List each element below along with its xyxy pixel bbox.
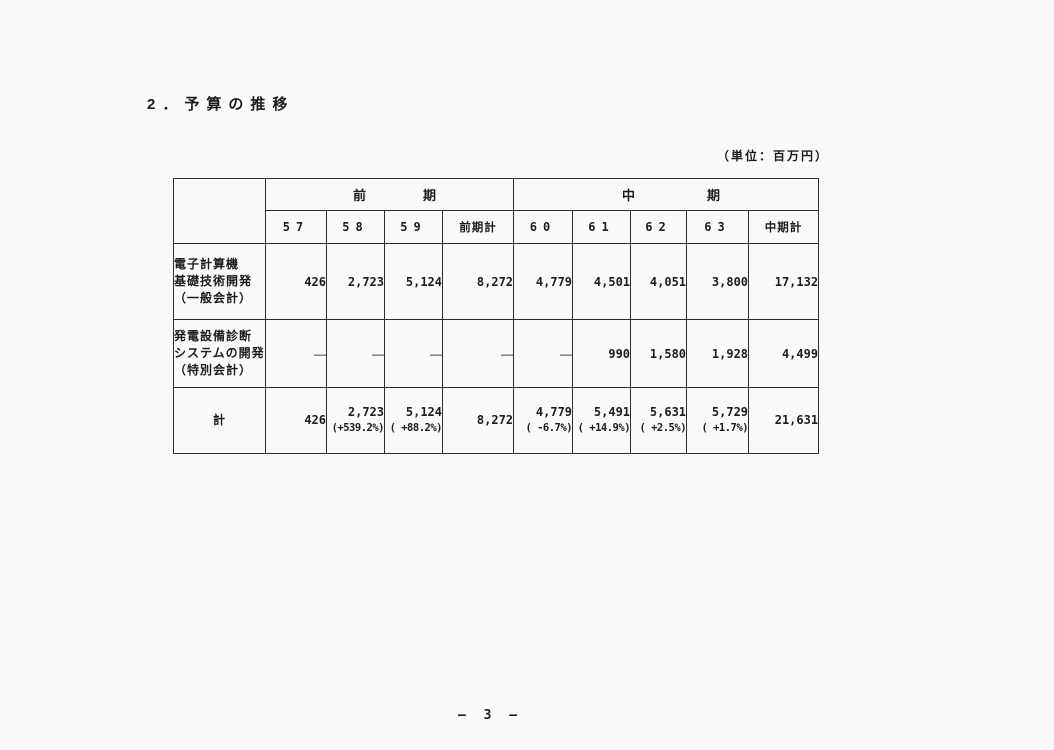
header-year-58: 58 (326, 210, 385, 244)
cell-r3-62: 5,631 ( +2.5%) (630, 387, 688, 454)
header-sub-row: 57 58 59 前期計 60 61 62 63 中期計 (174, 210, 820, 244)
corner-cell (173, 178, 266, 244)
cell-r1-59: 5,124 (384, 243, 443, 320)
row-label-line: システムの開発 (174, 346, 265, 360)
unit-note: （単位：百万円） (717, 149, 830, 163)
total-value: 4,779 (535, 405, 573, 419)
total-percent-change: (+539.2%) (331, 422, 385, 434)
header-year-62: 62 (630, 210, 688, 244)
cell-r1-57: 426 (265, 243, 327, 320)
total-value: 2,723 (347, 405, 384, 419)
budget-table: 前 期 中 期 57 58 59 前期計 60 61 62 63 中期計 (173, 178, 820, 454)
header-year-63: 63 (686, 210, 750, 244)
col-group-middle-period: 中 期 (513, 178, 820, 211)
cell-r2-63: 1,928 (686, 319, 750, 388)
header-group-row: 前 期 中 期 (173, 178, 820, 244)
header-year-61: 61 (572, 210, 632, 244)
row-label-power-diagnosis: 発電設備診断 システムの開発 （特別会計） (173, 319, 266, 388)
col-group-first-period: 前 期 (264, 178, 515, 211)
cell-r3-59: 5,124 ( +88.2%) (384, 387, 443, 454)
cell-r3-58: 2,723 (+539.2%) (326, 387, 385, 454)
total-value: 21,631 (774, 413, 819, 427)
cell-r2-62: 1,580 (630, 319, 688, 388)
cell-r1-61: 4,501 (572, 243, 632, 320)
page-number: — 3 — (458, 708, 523, 723)
cell-r3-first-period-total: 8,272 (441, 387, 515, 454)
group-label-char: 中 (622, 188, 636, 203)
total-percent-change: ( +88.2%) (389, 422, 443, 434)
cell-r2-57: — (265, 319, 327, 388)
cell-r1-middle-period-total: 17,132 (748, 243, 820, 320)
header-year-57: 57 (265, 210, 327, 244)
header-year-60: 60 (513, 210, 574, 244)
header-first-period-total: 前期計 (441, 210, 515, 244)
row-label-line: （特別会計） (174, 363, 253, 377)
total-percent-change: ( -6.7%) (525, 422, 573, 434)
cell-r1-58: 2,723 (326, 243, 385, 320)
group-label-char: 前 (353, 188, 367, 203)
row-computer-basic-tech: 電子計算機 基礎技術開発 （一般会計） 426 2,723 5,124 8,27… (173, 243, 820, 320)
total-value: 5,124 (405, 405, 442, 419)
total-value: 426 (304, 413, 326, 427)
cell-r1-63: 3,800 (686, 243, 750, 320)
total-value: 5,631 (649, 405, 687, 419)
cell-r1-first-period-total: 8,272 (441, 243, 515, 320)
group-label-char: 期 (423, 188, 437, 203)
total-value: 8,272 (476, 413, 514, 427)
total-percent-change: ( +1.7%) (701, 422, 749, 434)
cell-r3-middle-period-total: 21,631 (748, 387, 820, 454)
header-middle-period-total: 中期計 (748, 210, 820, 244)
cell-r2-59: — (384, 319, 443, 388)
row-label-line: （一般会計） (174, 291, 253, 305)
row-label-line: 発電設備診断 (174, 329, 253, 343)
cell-r3-57: 426 (265, 387, 327, 454)
cell-r3-60: 4,779 ( -6.7%) (513, 387, 574, 454)
page-title: 2．予算の推移 (147, 96, 295, 113)
total-percent-change: ( +14.9%) (577, 422, 631, 434)
cell-r2-middle-period-total: 4,499 (748, 319, 820, 388)
cell-r1-62: 4,051 (630, 243, 688, 320)
group-label-char: 期 (707, 188, 721, 203)
total-percent-change: ( +2.5%) (639, 422, 687, 434)
row-label-line: 基礎技術開発 (174, 274, 253, 288)
row-power-diagnosis-system: 発電設備診断 システムの開発 （特別会計） — — — — — 990 1,58… (173, 319, 820, 388)
header-year-59: 59 (384, 210, 443, 244)
total-value: 5,491 (593, 405, 631, 419)
cell-r2-61: 990 (572, 319, 632, 388)
cell-r2-60: — (513, 319, 574, 388)
row-total: 計 426 2,723 (+539.2%) 5,124 ( +88.2%) 8,… (173, 387, 820, 454)
row-label-computer-basic-tech: 電子計算機 基礎技術開発 （一般会計） (173, 243, 266, 320)
cell-r2-58: — (326, 319, 385, 388)
cell-r1-60: 4,779 (513, 243, 574, 320)
total-value: 5,729 (711, 405, 749, 419)
cell-r3-61: 5,491 ( +14.9%) (572, 387, 632, 454)
row-label-total: 計 (173, 387, 266, 454)
row-label-line: 電子計算機 (174, 257, 240, 271)
cell-r3-63: 5,729 ( +1.7%) (686, 387, 750, 454)
cell-r2-first-period-total: — (441, 319, 515, 388)
